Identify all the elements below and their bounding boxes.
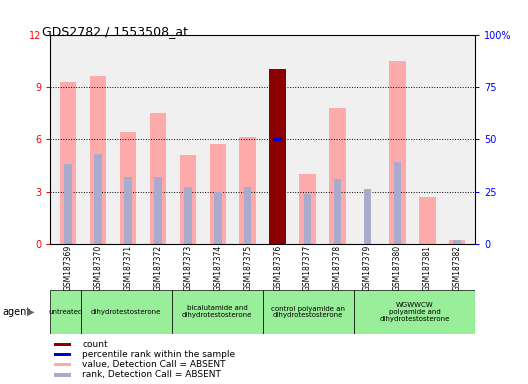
Text: agent: agent xyxy=(3,307,31,317)
Bar xyxy=(334,179,341,244)
Bar xyxy=(364,189,371,244)
Bar xyxy=(80,290,172,334)
Bar xyxy=(240,137,256,244)
Text: value, Detection Call = ABSENT: value, Detection Call = ABSENT xyxy=(82,360,225,369)
Bar xyxy=(54,363,71,366)
Bar xyxy=(54,353,71,356)
Bar xyxy=(354,290,475,334)
Bar xyxy=(95,154,102,244)
Bar xyxy=(64,164,72,244)
Bar xyxy=(419,197,436,244)
Text: bicalutamide and
dihydrotestosterone: bicalutamide and dihydrotestosterone xyxy=(182,306,252,318)
Bar xyxy=(90,76,106,244)
Bar xyxy=(329,108,346,244)
Bar xyxy=(273,137,282,141)
Bar xyxy=(210,144,226,244)
Text: GDS2782 / 1553508_at: GDS2782 / 1553508_at xyxy=(42,25,188,38)
Text: control polyamide an
dihydrotestosterone: control polyamide an dihydrotestosterone xyxy=(271,306,345,318)
Bar xyxy=(60,82,77,244)
Text: WGWWCW
polyamide and
dihydrotestosterone: WGWWCW polyamide and dihydrotestosterone xyxy=(379,302,450,322)
Bar xyxy=(244,187,251,244)
Text: ▶: ▶ xyxy=(27,307,34,317)
Bar xyxy=(172,290,262,334)
Bar xyxy=(214,192,222,244)
Bar xyxy=(184,187,192,244)
Bar xyxy=(269,70,286,244)
Bar xyxy=(124,177,131,244)
Bar xyxy=(180,155,196,244)
Bar xyxy=(54,343,71,346)
Bar xyxy=(304,194,312,244)
Bar xyxy=(50,290,80,334)
Text: untreated: untreated xyxy=(48,309,82,315)
Bar xyxy=(154,177,162,244)
Bar xyxy=(449,240,466,244)
Bar xyxy=(149,113,166,244)
Bar xyxy=(299,174,316,244)
Bar xyxy=(120,132,136,244)
Text: dihydrotestosterone: dihydrotestosterone xyxy=(91,309,161,315)
Bar xyxy=(263,290,354,334)
Text: count: count xyxy=(82,340,108,349)
Bar xyxy=(394,162,401,244)
Text: rank, Detection Call = ABSENT: rank, Detection Call = ABSENT xyxy=(82,371,221,379)
Text: percentile rank within the sample: percentile rank within the sample xyxy=(82,350,235,359)
Bar xyxy=(54,373,71,377)
Bar xyxy=(389,61,406,244)
Bar xyxy=(454,240,461,244)
